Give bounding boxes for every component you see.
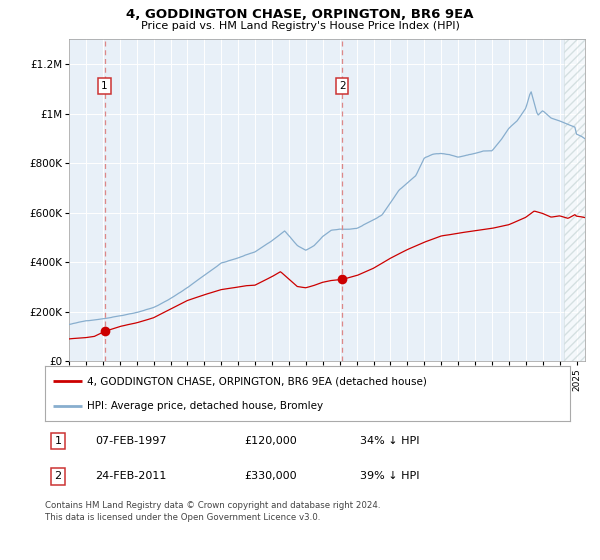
Text: 4, GODDINGTON CHASE, ORPINGTON, BR6 9EA (detached house): 4, GODDINGTON CHASE, ORPINGTON, BR6 9EA … [87, 376, 427, 386]
Text: 4, GODDINGTON CHASE, ORPINGTON, BR6 9EA: 4, GODDINGTON CHASE, ORPINGTON, BR6 9EA [126, 8, 474, 21]
Text: 24-FEB-2011: 24-FEB-2011 [95, 472, 166, 481]
Text: 1: 1 [55, 436, 62, 446]
Text: 07-FEB-1997: 07-FEB-1997 [95, 436, 166, 446]
Text: 1: 1 [101, 81, 108, 91]
Text: £120,000: £120,000 [245, 436, 297, 446]
Bar [564, 39, 585, 361]
Text: Price paid vs. HM Land Registry's House Price Index (HPI): Price paid vs. HM Land Registry's House … [140, 21, 460, 31]
Text: HPI: Average price, detached house, Bromley: HPI: Average price, detached house, Brom… [87, 402, 323, 411]
Text: 39% ↓ HPI: 39% ↓ HPI [360, 472, 419, 481]
Text: £330,000: £330,000 [245, 472, 297, 481]
Text: 2: 2 [339, 81, 346, 91]
Text: Contains HM Land Registry data © Crown copyright and database right 2024.
This d: Contains HM Land Registry data © Crown c… [45, 501, 380, 522]
Text: 34% ↓ HPI: 34% ↓ HPI [360, 436, 419, 446]
Text: 2: 2 [55, 472, 62, 481]
